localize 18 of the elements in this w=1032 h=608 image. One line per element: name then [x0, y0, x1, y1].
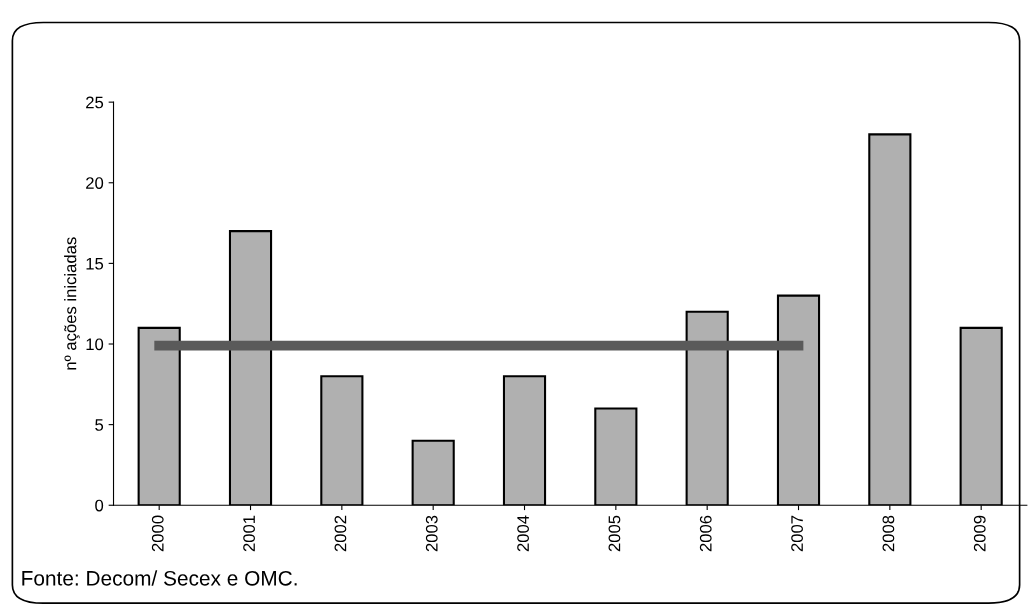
- x-tick-label: 2008: [882, 515, 895, 552]
- y-tick-label: 25: [86, 96, 104, 109]
- x-tick-label: 2005: [608, 515, 621, 552]
- x-tick-label: 2004: [517, 515, 529, 552]
- x-tick-label: 2002: [334, 515, 347, 552]
- x-tick-label: 2001: [243, 515, 255, 552]
- x-tick-label: 2007: [791, 515, 803, 552]
- x-tick-label: 2006: [699, 515, 712, 552]
- x-tick-label: 2000: [151, 515, 164, 552]
- y-tick-label: 20: [86, 177, 104, 189]
- y-tick-label: 0: [95, 499, 104, 512]
- y-tick-label: 10: [86, 338, 104, 351]
- y-axis-title: nº ações iniciadas: [64, 237, 80, 370]
- y-tick-label: 5: [95, 419, 104, 431]
- x-tick-label: 2003: [425, 515, 438, 552]
- y-tick-label: 15: [86, 257, 104, 270]
- x-tick-label: 2009: [973, 515, 986, 552]
- source-note: Fonte: Decom/ Secex e OMC.: [22, 570, 297, 586]
